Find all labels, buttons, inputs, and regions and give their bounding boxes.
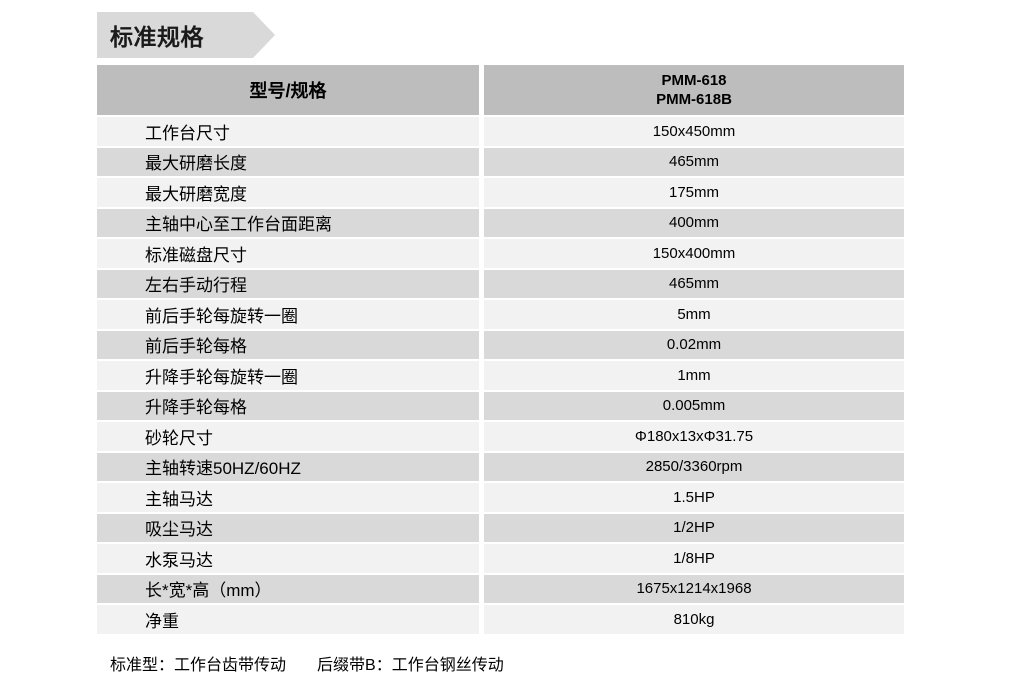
spec-label-cell: 前后手轮每格 [97, 330, 479, 359]
table-row: 水泵马达 1/8HP [97, 544, 904, 573]
table-row: 工作台尺寸 150x450mm [97, 117, 904, 146]
spec-label-cell: 标准磁盘尺寸 [97, 239, 479, 268]
spec-value-cell: 400mm [484, 208, 904, 237]
spec-label-cell: 砂轮尺寸 [97, 422, 479, 451]
table-row: 最大研磨长度 465mm [97, 147, 904, 176]
table-row: 吸尘马达 1/2HP [97, 513, 904, 542]
section-title: 标准规格 [110, 24, 204, 50]
spec-label-cell: 最大研磨宽度 [97, 178, 479, 207]
spec-value-cell: 5mm [484, 300, 904, 329]
model-name-line-1: PMM-618 [661, 72, 727, 89]
spec-value-cell: 1mm [484, 361, 904, 390]
spec-label-cell: 净重 [97, 605, 479, 634]
spec-value-cell: 465mm [484, 147, 904, 176]
spec-value-cell: 175mm [484, 178, 904, 207]
spec-label-cell: 主轴中心至工作台面距离 [97, 208, 479, 237]
spec-label-cell: 主轴转速50HZ/60HZ [97, 452, 479, 481]
model-spec-header-cell: 型号/规格 [97, 65, 479, 115]
spec-value-cell: 1/2HP [484, 513, 904, 542]
table-row: 主轴中心至工作台面距离 400mm [97, 208, 904, 237]
spec-value-cell: Φ180x13xΦ31.75 [484, 422, 904, 451]
spec-value-cell: 1/8HP [484, 544, 904, 573]
spec-value-cell: 465mm [484, 269, 904, 298]
spec-value-cell: 0.02mm [484, 330, 904, 359]
spec-value-cell: 150x450mm [484, 117, 904, 146]
footer-note-suffix-b: 后缀带B：工作台钢丝传动 [317, 657, 504, 674]
table-body: 工作台尺寸 150x450mm 最大研磨长度 465mm 最大研磨宽度 175m… [97, 117, 904, 634]
table-row: 主轴马达 1.5HP [97, 483, 904, 512]
spec-label-cell: 吸尘马达 [97, 513, 479, 542]
table-row: 长*宽*高（mm） 1675x1214x1968 [97, 574, 904, 603]
footer-note-standard-type: 标准型：工作台齿带传动 [110, 657, 287, 674]
spec-label-cell: 长*宽*高（mm） [97, 574, 479, 603]
table-row: 主轴转速50HZ/60HZ 2850/3360rpm [97, 452, 904, 481]
spec-label-cell: 水泵马达 [97, 544, 479, 573]
model-name-line-2: PMM-618B [656, 91, 732, 108]
spec-label-cell: 主轴马达 [97, 483, 479, 512]
spec-table: 型号/规格 PMM-618 PMM-618B 工作台尺寸 150x450mm 最… [97, 65, 904, 636]
table-row: 左右手动行程 465mm [97, 269, 904, 298]
spec-value-cell: 810kg [484, 605, 904, 634]
spec-label-cell: 升降手轮每旋转一圈 [97, 361, 479, 390]
model-names-cell: PMM-618 PMM-618B [484, 65, 904, 115]
table-row: 前后手轮每旋转一圈 5mm [97, 300, 904, 329]
spec-value-cell: 1.5HP [484, 483, 904, 512]
table-header-row: 型号/规格 PMM-618 PMM-618B [97, 65, 904, 115]
table-row: 标准磁盘尺寸 150x400mm [97, 239, 904, 268]
spec-value-cell: 1675x1214x1968 [484, 574, 904, 603]
spec-label-cell: 左右手动行程 [97, 269, 479, 298]
spec-value-cell: 0.005mm [484, 391, 904, 420]
table-row: 升降手轮每旋转一圈 1mm [97, 361, 904, 390]
spec-value-cell: 150x400mm [484, 239, 904, 268]
table-row: 净重 810kg [97, 605, 904, 634]
table-row: 前后手轮每格 0.02mm [97, 330, 904, 359]
table-row: 砂轮尺寸 Φ180x13xΦ31.75 [97, 422, 904, 451]
footer-note: 标准型：工作台齿带传动 后缀带B：工作台钢丝传动 [110, 651, 504, 675]
section-banner-arrow: 标准规格 [97, 12, 275, 58]
spec-label-cell: 前后手轮每旋转一圈 [97, 300, 479, 329]
table-row: 升降手轮每格 0.005mm [97, 391, 904, 420]
spec-label-cell: 最大研磨长度 [97, 147, 479, 176]
spec-label-cell: 升降手轮每格 [97, 391, 479, 420]
spec-label-cell: 工作台尺寸 [97, 117, 479, 146]
table-row: 最大研磨宽度 175mm [97, 178, 904, 207]
spec-value-cell: 2850/3360rpm [484, 452, 904, 481]
